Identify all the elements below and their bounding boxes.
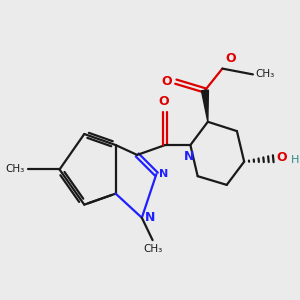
Text: H: H xyxy=(291,155,299,165)
Text: CH₃: CH₃ xyxy=(143,244,162,254)
Text: O: O xyxy=(158,95,169,108)
Text: O: O xyxy=(276,151,287,164)
Text: N: N xyxy=(145,211,155,224)
Text: O: O xyxy=(162,75,172,88)
Polygon shape xyxy=(201,90,208,122)
Text: CH₃: CH₃ xyxy=(256,69,275,80)
Text: O: O xyxy=(225,52,236,65)
Text: N: N xyxy=(184,150,194,163)
Text: N: N xyxy=(159,169,169,179)
Text: CH₃: CH₃ xyxy=(5,164,25,175)
